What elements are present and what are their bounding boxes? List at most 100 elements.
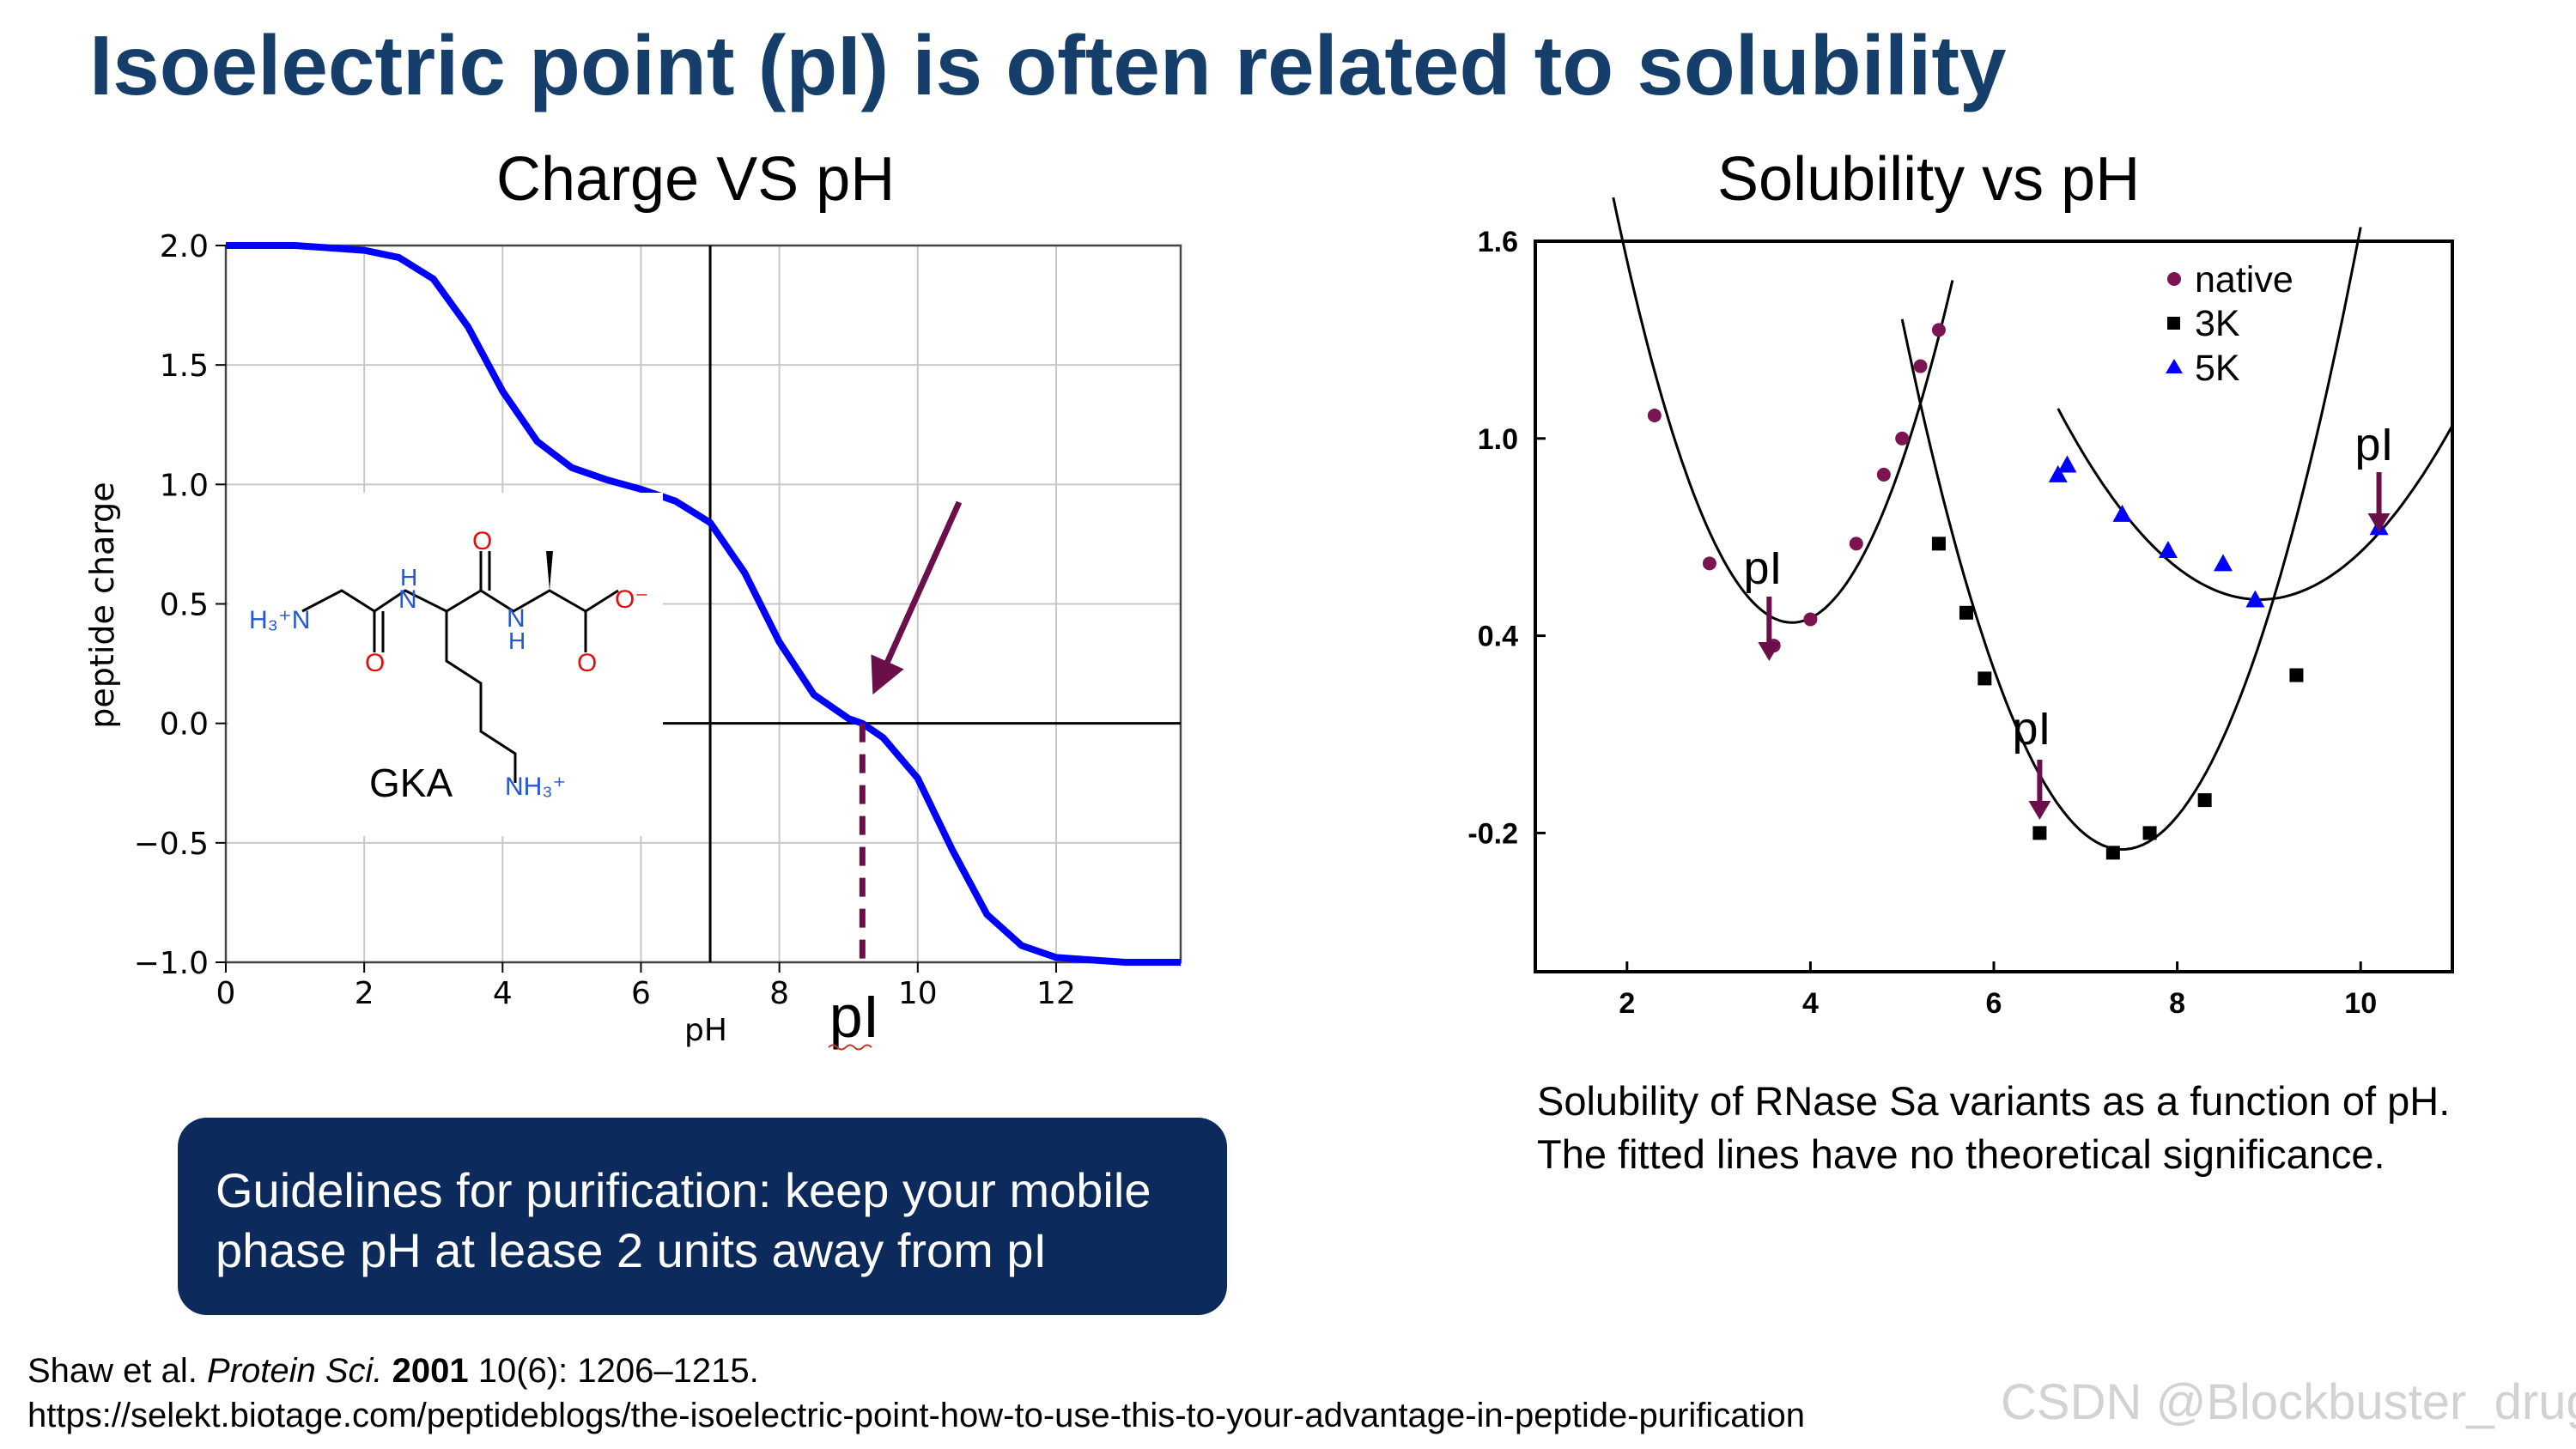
data-point-3k	[1931, 537, 1946, 551]
peptide-backbone	[301, 589, 619, 613]
pi-arrow-head	[1758, 642, 1781, 661]
pi-label-5k: pI	[2354, 419, 2393, 470]
x-tick-label: 2	[355, 976, 374, 1011]
x-tick-label: 8	[2169, 987, 2185, 1020]
y-tick-label: 1.5	[160, 349, 209, 384]
x-tick-label: 10	[2344, 987, 2377, 1020]
charge-curve	[226, 242, 1181, 966]
data-point-5k	[2057, 455, 2077, 473]
pi-arrows	[1758, 472, 2391, 820]
charge-chart-title: Charge VS pH	[496, 145, 896, 214]
watermark: CSDN @Blockbuster_drug	[2001, 1374, 2576, 1430]
legend: native 3K 5K	[2166, 259, 2293, 389]
pi-arrow-head	[2367, 513, 2391, 532]
charge-chart-ticks: 0 2 4 6 8 10 12 2.0 1.5 1.0 0.5 0.0 −0.5 −1.0	[134, 229, 1076, 1011]
pi-arrow-head	[2028, 801, 2051, 820]
structure-inset-background	[228, 493, 663, 836]
legend-label-5k: 5K	[2195, 348, 2240, 389]
charge-chart: 0 2 4 6 8 10 12 2.0 1.5 1.0 0.5 0.0 −0.5 −1.0 pH pept…	[83, 229, 1182, 1051]
reference-journal: Protein Sci.	[207, 1352, 383, 1390]
x-tick-label: 8	[769, 976, 789, 1011]
data-point-native	[1702, 556, 1716, 571]
gka-structure: H₃⁺N O H N O N H O O⁻ NH₃⁺ GKA	[228, 493, 663, 836]
data-point-3k	[2289, 668, 2304, 682]
y-tick-label: -0.2	[1467, 817, 1518, 850]
legend-marker-3k	[2167, 317, 2180, 330]
guideline-text: Guidelines for purification: keep your m…	[216, 1163, 1151, 1277]
solubility-caption: Solubility of RNase Sa variants as a fun…	[1537, 1078, 2451, 1177]
pi-label-native: pI	[1743, 543, 1782, 594]
reference-details: 10(6): 1206–1215.	[468, 1352, 759, 1390]
y-tick-label: 0.4	[1478, 621, 1518, 653]
peptide-name: GKA	[369, 761, 453, 805]
y-tick-label: 1.0	[160, 468, 209, 503]
lysine-amine-label: NH₃⁺	[505, 773, 566, 801]
data-point-native	[1647, 408, 1662, 422]
data-point-3k	[1959, 605, 1973, 620]
data-point-3k	[1978, 671, 1992, 686]
reference-url[interactable]: https://selekt.biotage.com/peptideblogs/…	[27, 1397, 1805, 1434]
spellcheck-underline	[828, 1044, 872, 1051]
data-point-5k	[2158, 541, 2178, 559]
charge-x-axis-label: pH	[684, 1013, 727, 1048]
oxygen-label-1: O	[365, 649, 385, 677]
data-point-native	[1876, 467, 1891, 482]
data-point-native	[1931, 323, 1946, 337]
pi-arrow	[871, 500, 963, 695]
reference-author: Shaw et al.	[27, 1352, 208, 1390]
data-point-5k	[2245, 590, 2265, 608]
fit-curve-3k	[1900, 227, 2362, 852]
data-point-3k	[2105, 846, 2120, 860]
x-tick-label: 6	[1986, 987, 2002, 1020]
data-point-5k	[2214, 554, 2233, 572]
x-tick-label: 4	[1802, 987, 1819, 1020]
nh-label-1: H	[400, 564, 417, 591]
x-tick-label: 0	[216, 976, 236, 1011]
nh-label-2: H	[508, 627, 526, 654]
n-label-1: N	[398, 585, 417, 614]
n-terminus-label: H₃⁺N	[249, 606, 310, 634]
solubility-chart: 2 4 6 8 10 1.6 1.0 0.4 -0.2 native 3K 5K pI pI p…	[1467, 197, 2454, 1020]
purification-guideline-box: Guidelines for purification: keep your m…	[178, 1118, 1227, 1315]
methyl-wedge	[546, 551, 553, 591]
y-tick-label: 2.0	[160, 229, 209, 264]
fit-curve-native	[1612, 197, 1954, 624]
pi-label-3k: pI	[2012, 703, 2050, 755]
carboxylate-label: O⁻	[615, 585, 648, 614]
data-point-5k	[2048, 464, 2068, 482]
x-tick-label: 6	[631, 976, 651, 1011]
charge-y-axis-label: peptide charge	[83, 482, 121, 728]
legend-marker-5k	[2166, 359, 2183, 373]
oxygen-label-3: O	[577, 649, 597, 677]
pi-label: pI	[829, 983, 879, 1050]
legend-marker-native	[2167, 272, 2181, 286]
legend-label-native: native	[2195, 259, 2293, 300]
reference-year: 2001	[382, 1352, 469, 1390]
solubility-chart-frame	[1534, 239, 2454, 973]
data-point-3k	[2197, 793, 2212, 808]
oxygen-label-2: O	[472, 527, 492, 555]
x-tick-label: 12	[1036, 976, 1076, 1011]
lysine-sidechain	[445, 611, 517, 783]
solubility-chart-title: Solubility vs pH	[1717, 145, 2141, 214]
y-tick-label: 0.0	[160, 707, 209, 743]
legend-label-3k: 3K	[2195, 303, 2240, 344]
x-tick-label: 2	[1619, 987, 1635, 1020]
solubility-chart-ticks: 2 4 6 8 10 1.6 1.0 0.4 -0.2	[1467, 226, 2377, 1020]
x-tick-label: 10	[898, 976, 938, 1011]
reference-citation: Shaw et al. Protein Sci. 2001 10(6): 120…	[27, 1352, 759, 1391]
data-point-3k	[2032, 826, 2047, 840]
data-point-native	[1913, 359, 1928, 373]
slide-title: Isoelectric point (pI) is often related …	[89, 18, 2007, 112]
data-point-native	[1849, 537, 1863, 551]
n-label-2: N	[507, 604, 526, 633]
y-tick-label: 1.6	[1478, 226, 1518, 258]
data-point-5k	[2112, 504, 2132, 522]
y-tick-label: −0.5	[134, 827, 209, 862]
data-point-native	[1803, 612, 1818, 627]
data-point-3k	[2142, 826, 2157, 840]
y-tick-label: −1.0	[134, 946, 209, 981]
y-tick-label: 1.0	[1478, 423, 1518, 456]
data-point-native	[1895, 431, 1910, 446]
